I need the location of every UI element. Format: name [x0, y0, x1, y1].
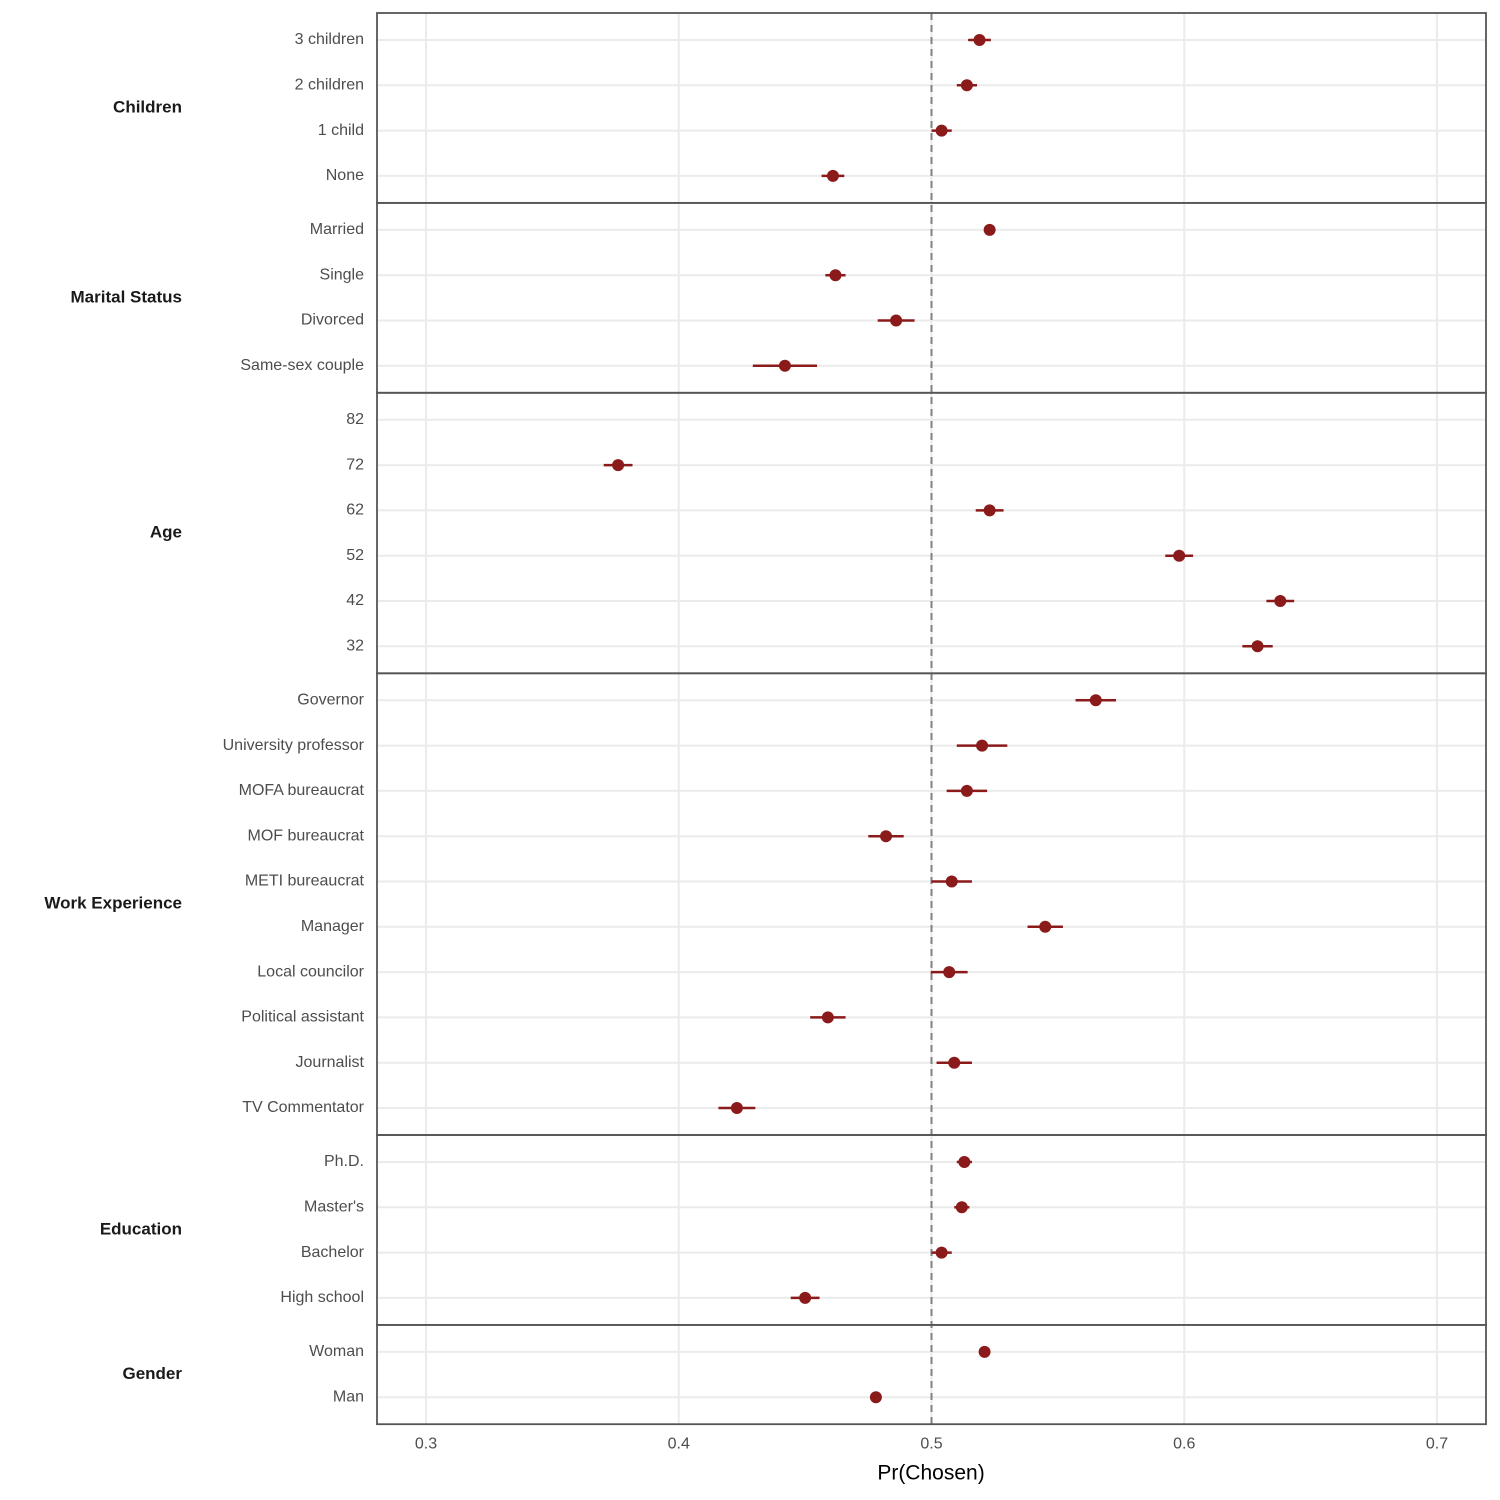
category-label: Bachelor	[301, 1244, 365, 1261]
category-label: University professor	[223, 737, 365, 754]
point	[890, 314, 903, 327]
x-tick-label: 0.3	[415, 1435, 437, 1452]
point	[869, 1391, 882, 1404]
category-label: 3 children	[295, 31, 364, 48]
category-label: MOF bureaucrat	[248, 827, 365, 844]
facet-label: Work Experience	[44, 894, 182, 913]
point	[976, 739, 989, 752]
x-tick-label: 0.5	[920, 1435, 942, 1452]
point	[1251, 640, 1264, 653]
facet-label: Children	[113, 97, 182, 116]
point	[960, 784, 973, 797]
category-label: Married	[310, 221, 364, 238]
point	[1274, 595, 1287, 607]
category-label: Ph.D.	[324, 1153, 364, 1170]
category-label: Master's	[304, 1199, 364, 1216]
point	[612, 459, 625, 472]
category-label: 72	[346, 456, 364, 473]
point	[978, 1345, 991, 1358]
category-label: Political assistant	[241, 1009, 364, 1026]
facet-label: Marital Status	[71, 287, 182, 306]
point	[945, 875, 958, 888]
point	[973, 34, 986, 46]
point	[778, 359, 791, 372]
category-label: 52	[346, 547, 364, 564]
point	[983, 223, 996, 236]
category-label: METI bureaucrat	[245, 873, 365, 890]
panel-border	[376, 1324, 1487, 1426]
x-axis-label: Pr(Chosen)	[877, 1462, 984, 1485]
category-label: Woman	[309, 1343, 364, 1360]
point	[1173, 549, 1186, 562]
category-label: High school	[280, 1289, 364, 1306]
category-label: TV Commentator	[242, 1099, 364, 1116]
category-label: Man	[333, 1388, 364, 1405]
category-label: MOFA bureaucrat	[239, 782, 365, 799]
category-label: Journalist	[296, 1054, 365, 1071]
category-label: Governor	[297, 692, 364, 709]
category-label: 42	[346, 592, 364, 609]
category-label: None	[326, 167, 364, 184]
point	[948, 1056, 961, 1069]
category-label: Local councilor	[257, 963, 364, 980]
point	[826, 169, 839, 182]
category-label: Divorced	[301, 312, 364, 329]
category-label: 82	[346, 411, 364, 428]
category-label: Manager	[301, 918, 365, 935]
point	[829, 269, 842, 282]
point	[960, 79, 973, 92]
point	[943, 966, 956, 979]
point	[799, 1291, 812, 1304]
category-label: 62	[346, 502, 364, 519]
point	[935, 124, 948, 137]
point	[1039, 920, 1052, 933]
x-tick-label: 0.4	[668, 1435, 690, 1452]
category-label: 1 child	[318, 122, 364, 139]
category-label: Single	[320, 266, 365, 283]
point	[983, 504, 996, 517]
point	[730, 1102, 743, 1114]
facet-label: Age	[150, 523, 182, 542]
point	[1089, 694, 1102, 707]
facet-label: Gender	[122, 1364, 182, 1383]
facet-label: Education	[100, 1219, 182, 1238]
point	[880, 830, 893, 843]
x-tick-label: 0.7	[1426, 1435, 1448, 1452]
point	[955, 1201, 968, 1214]
category-label: 32	[346, 638, 364, 655]
point	[821, 1011, 834, 1024]
x-tick-label: 0.6	[1173, 1435, 1195, 1452]
category-label: 2 children	[295, 77, 364, 94]
point	[935, 1246, 948, 1259]
point	[958, 1156, 971, 1168]
category-label: Same-sex couple	[240, 357, 364, 374]
